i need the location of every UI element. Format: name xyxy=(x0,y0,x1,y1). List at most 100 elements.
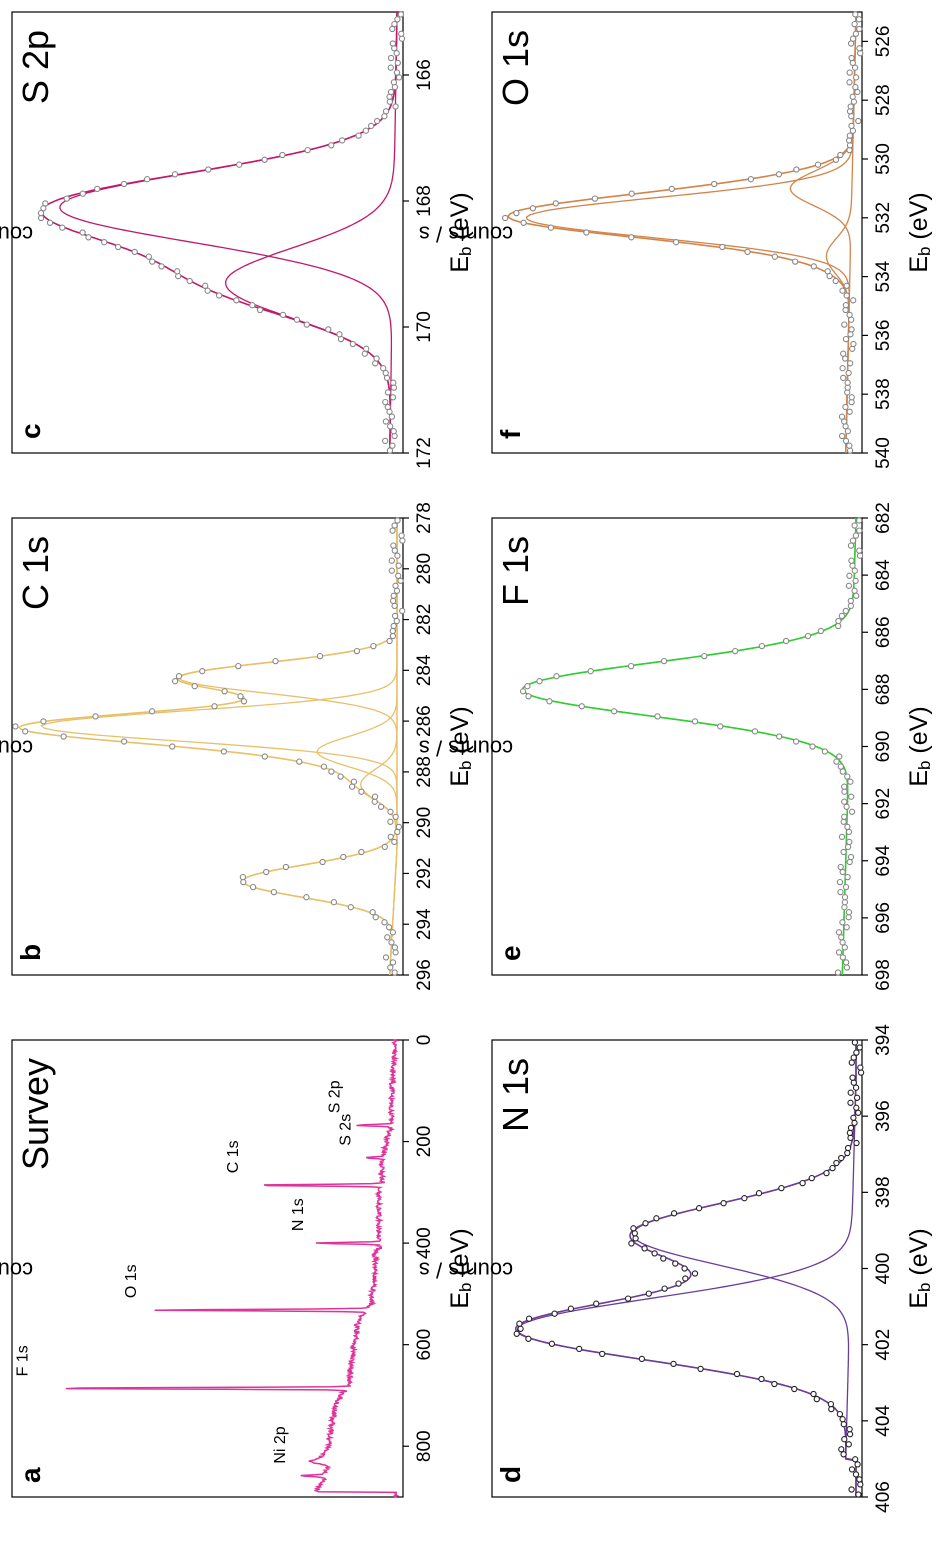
data-point xyxy=(536,678,543,685)
data-point xyxy=(771,1380,778,1388)
panel-b: 296 294 292 290 288 286 284 282 280 278 Eb (eV) cou… xyxy=(0,502,475,991)
data-point xyxy=(628,234,635,241)
fit-envelope xyxy=(41,12,398,454)
data-point xyxy=(847,1124,855,1132)
data-point xyxy=(362,127,370,134)
data-point xyxy=(856,517,863,524)
data-point xyxy=(320,763,328,770)
data-point xyxy=(833,1159,840,1167)
data-point xyxy=(525,693,532,700)
data-point xyxy=(855,1109,862,1116)
data-point xyxy=(593,1300,600,1307)
peak-label: C 1s xyxy=(225,1140,242,1173)
data-point xyxy=(120,180,128,188)
data-point xyxy=(840,1421,847,1428)
data-point xyxy=(846,838,853,846)
data-point xyxy=(853,1104,860,1111)
data-point xyxy=(850,1079,857,1086)
data-point xyxy=(719,243,726,251)
plot-frame xyxy=(11,11,404,454)
data-point xyxy=(578,703,585,710)
data-point xyxy=(235,662,242,670)
data-point xyxy=(175,673,183,680)
data-point xyxy=(835,617,842,625)
data-point xyxy=(381,919,388,926)
data-point xyxy=(852,11,859,18)
data-point xyxy=(304,146,311,154)
data-point xyxy=(856,45,863,52)
data-point xyxy=(792,258,799,265)
data-point xyxy=(836,1410,844,1418)
x-tick-label: 682 xyxy=(873,502,894,534)
data-point xyxy=(828,1405,835,1413)
x-tick-label: 400 xyxy=(873,1253,894,1285)
data-point xyxy=(382,954,390,961)
data-point xyxy=(842,437,850,445)
data-point xyxy=(390,379,397,386)
data-point xyxy=(583,229,590,236)
data-point xyxy=(336,331,343,338)
data-point xyxy=(844,428,852,435)
data-point xyxy=(347,904,354,911)
data-point xyxy=(836,753,843,760)
data-point xyxy=(834,969,842,976)
data-point xyxy=(174,268,181,275)
data-point xyxy=(220,748,228,755)
x-tick-label: 288 xyxy=(414,756,435,788)
data-point xyxy=(849,562,856,569)
data-point xyxy=(837,763,844,770)
data-point xyxy=(846,1426,853,1433)
peak-label: O 1s xyxy=(123,1264,140,1298)
data-point xyxy=(205,166,212,173)
data-point xyxy=(845,369,852,377)
data-point xyxy=(398,35,406,42)
data-point xyxy=(808,1174,815,1182)
data-point xyxy=(653,1215,660,1222)
data-point xyxy=(755,1190,763,1197)
data-point xyxy=(386,637,393,645)
data-point xyxy=(758,1375,765,1383)
data-point xyxy=(382,398,389,406)
data-point xyxy=(92,713,99,720)
data-point xyxy=(775,171,783,178)
data-point xyxy=(733,1370,741,1378)
x-axis-label: Eb (eV) xyxy=(905,1228,935,1308)
data-point xyxy=(158,263,165,270)
data-point xyxy=(42,200,49,207)
x-tick-label: 290 xyxy=(414,807,435,839)
data-point xyxy=(389,627,396,635)
data-point xyxy=(839,768,846,775)
data-point xyxy=(853,592,860,599)
data-point xyxy=(79,190,86,197)
data-point xyxy=(835,622,842,630)
x-tick-label: 394 xyxy=(873,1024,894,1056)
data-point xyxy=(848,1486,855,1493)
data-point xyxy=(758,642,766,650)
data-point xyxy=(660,1255,667,1262)
data-point xyxy=(843,282,850,289)
data-point xyxy=(852,577,859,584)
data-point xyxy=(399,537,406,544)
data-point xyxy=(387,423,394,430)
data-point xyxy=(382,418,390,425)
data-point xyxy=(215,292,223,299)
data-point xyxy=(398,532,405,539)
data-point xyxy=(263,868,270,876)
data-point xyxy=(388,939,395,946)
panel-title: S 2p xyxy=(15,30,56,104)
data-point xyxy=(856,1044,863,1051)
data-point xyxy=(776,733,783,740)
data-point xyxy=(392,582,399,589)
x-tick-label: 396 xyxy=(873,1100,894,1132)
data-point xyxy=(838,934,845,941)
data-point xyxy=(672,239,680,246)
data-point xyxy=(337,773,344,780)
x-tick-label: 694 xyxy=(873,844,894,876)
x-tick-label: 530 xyxy=(873,143,894,175)
data-point xyxy=(393,50,400,57)
x-tick-label: 532 xyxy=(873,202,894,234)
data-point xyxy=(841,783,848,790)
data-point xyxy=(391,20,398,28)
data-point xyxy=(848,1466,856,1473)
